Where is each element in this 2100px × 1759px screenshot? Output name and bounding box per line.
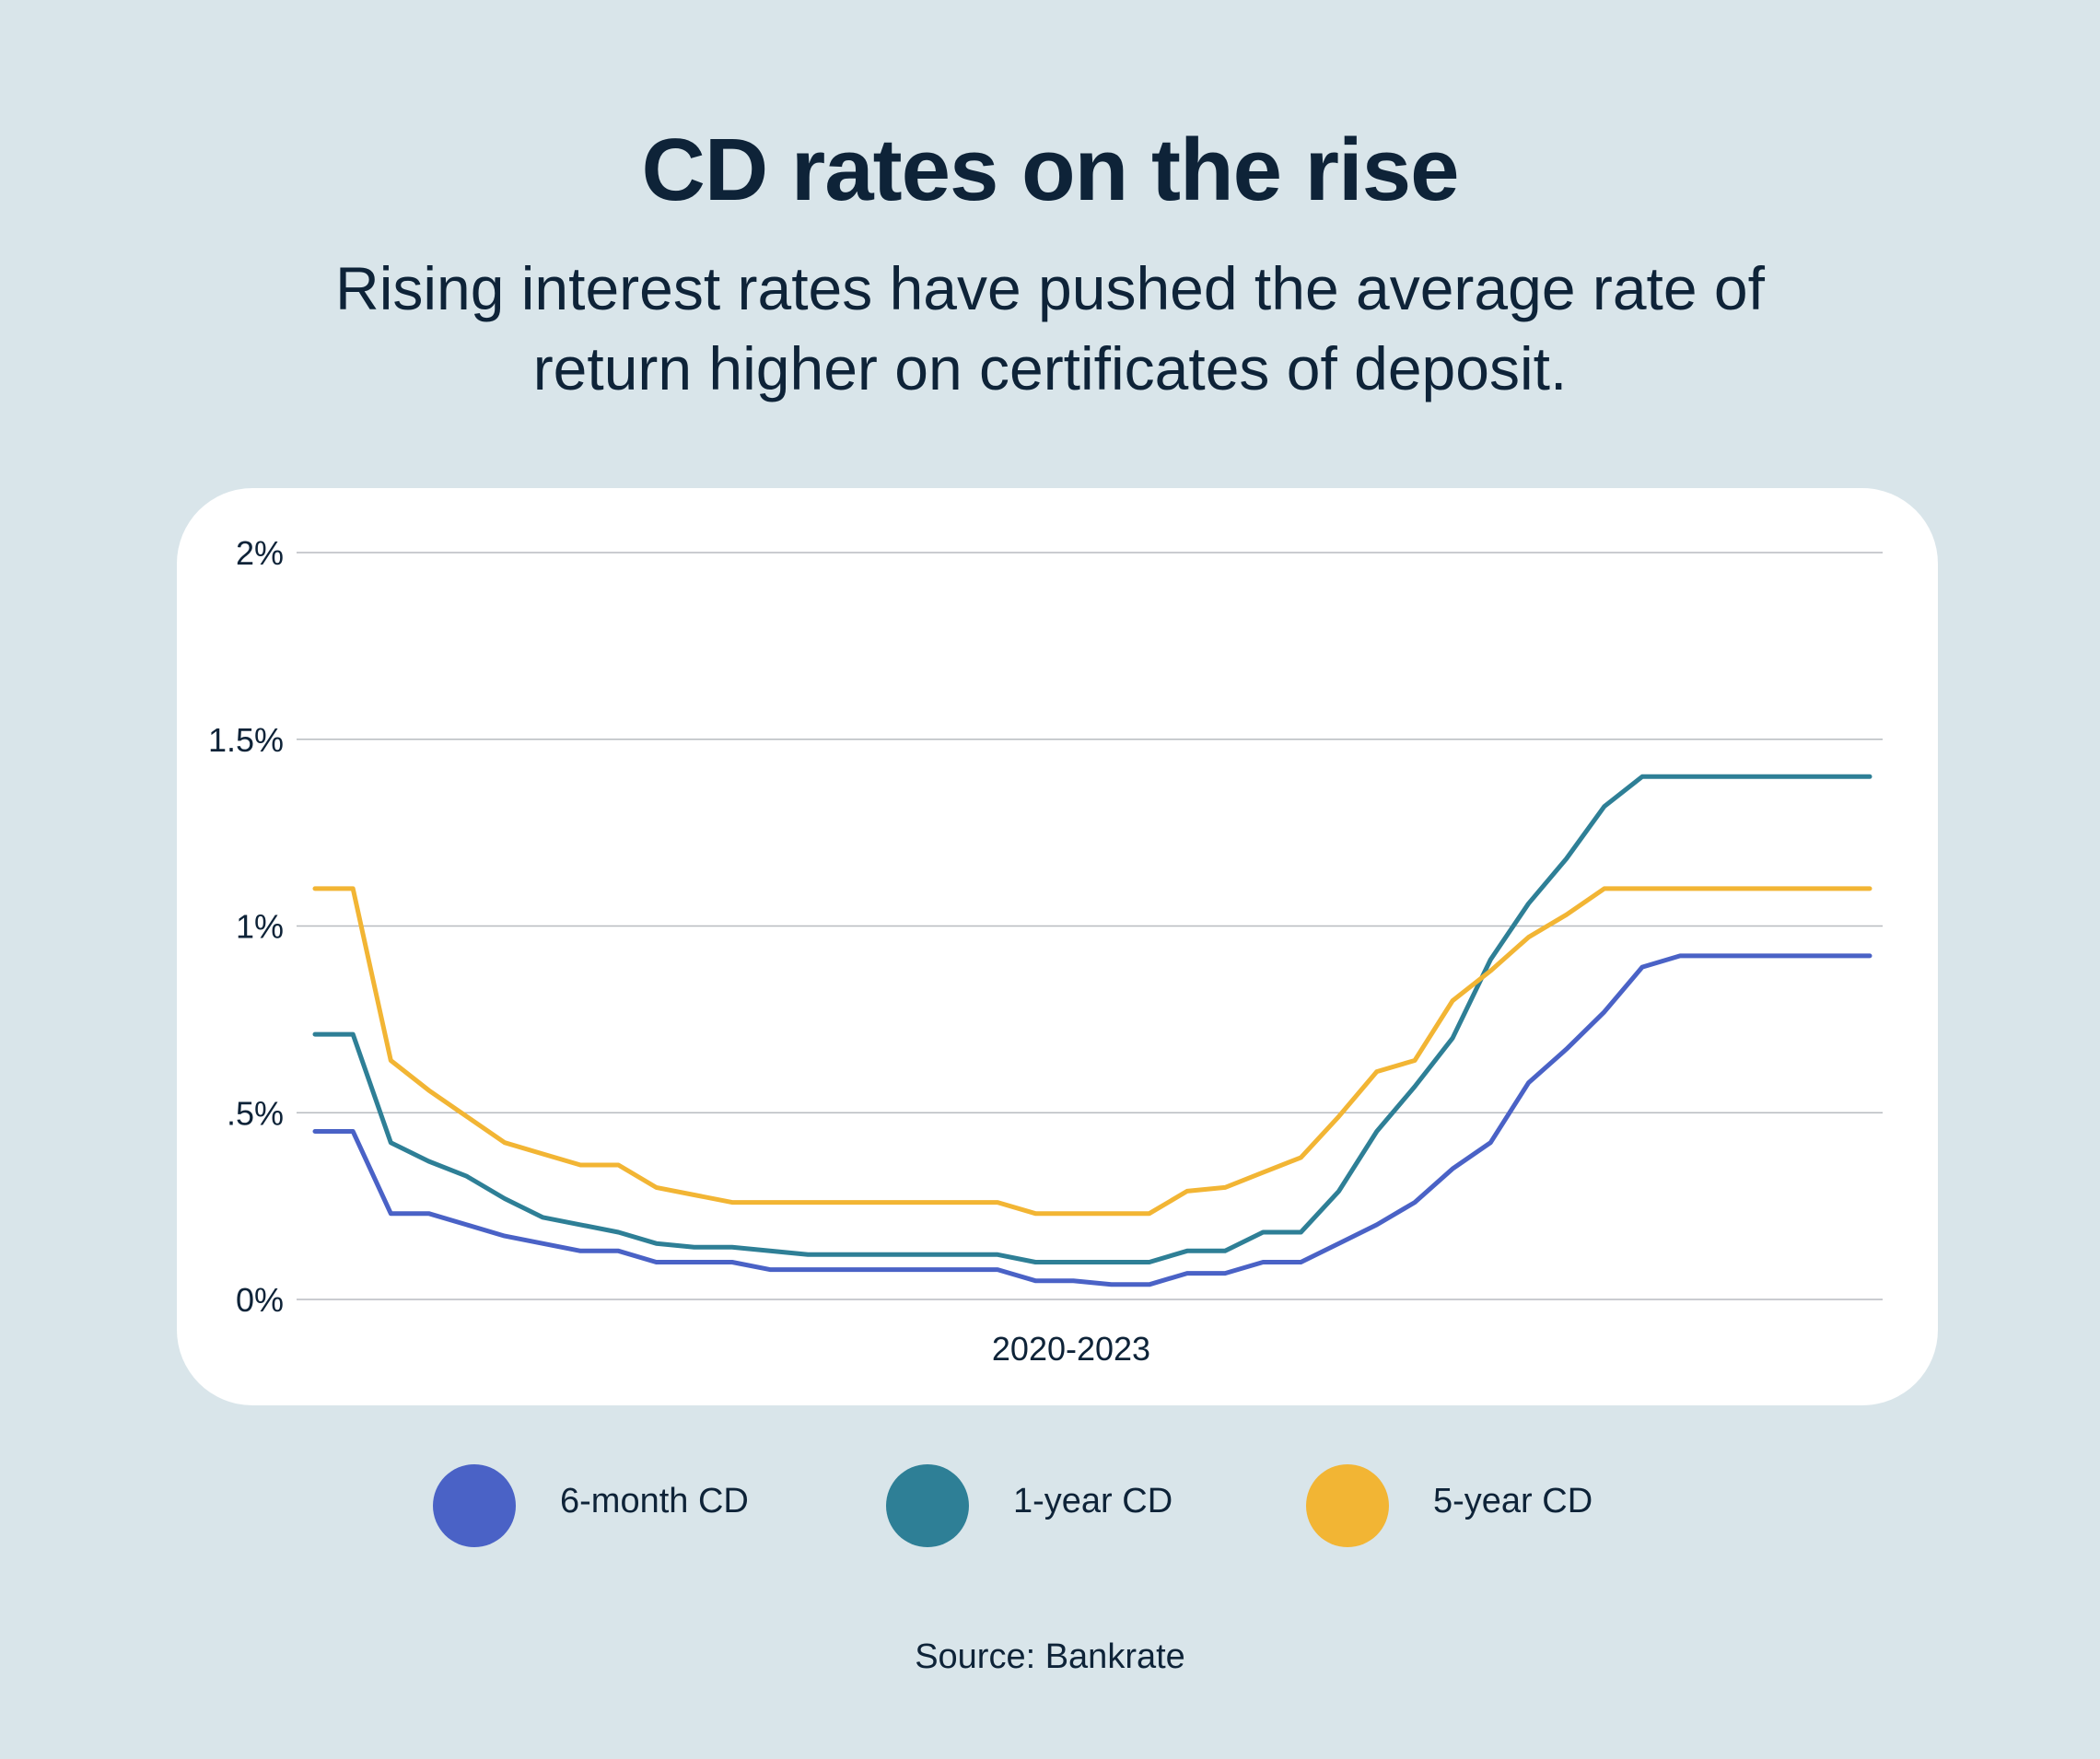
series-line-5-year — [312, 886, 1872, 1217]
source-note: Source: Bankrate — [915, 1637, 1185, 1676]
y-tick-label: 1.5% — [208, 721, 284, 759]
series-line-1-year — [312, 774, 1872, 1264]
x-axis-label: 2020-2023 — [992, 1330, 1150, 1368]
chart-legend: 6-month CD 1-year CD 5-year CD — [0, 1460, 2100, 1552]
legend-label-6-month: 6-month CD — [560, 1482, 749, 1520]
y-tick-label: .5% — [227, 1094, 284, 1132]
legend-swatch-6-month — [433, 1464, 516, 1547]
legend-swatch-1-year — [886, 1464, 969, 1547]
y-tick-label: 0% — [236, 1281, 284, 1319]
chart-card: 0% .5% 1% 1.5% 2% 2020-2023 — [177, 488, 1938, 1405]
series-line-6-month — [312, 953, 1872, 1287]
y-tick-label: 2% — [236, 534, 284, 572]
chart-title: CD rates on the rise — [641, 121, 1460, 219]
legend-swatch-5-year — [1306, 1464, 1389, 1547]
legend-label-5-year: 5-year CD — [1433, 1482, 1593, 1520]
legend-label-1-year: 1-year CD — [1013, 1482, 1173, 1520]
y-tick-label: 1% — [236, 908, 284, 946]
line-chart: 0% .5% 1% 1.5% 2% 2020-2023 — [208, 534, 1883, 1368]
chart-subtitle: Rising interest rates have pushed the av… — [335, 254, 1765, 402]
